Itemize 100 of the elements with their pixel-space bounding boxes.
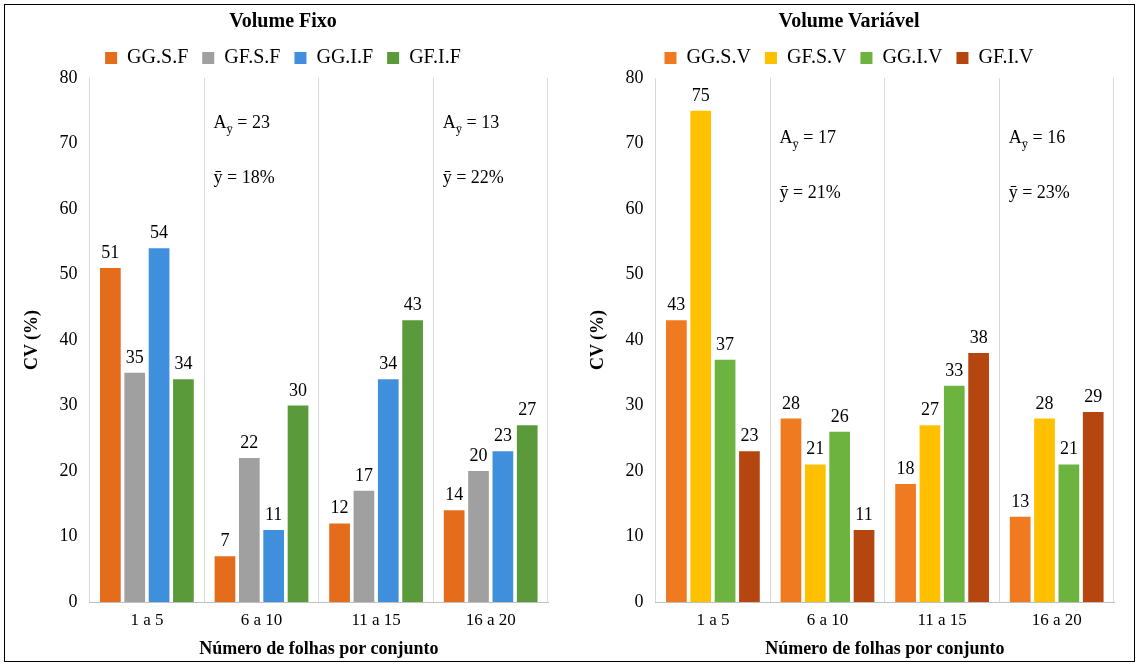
bar	[804, 464, 826, 602]
bar	[148, 248, 170, 602]
y-tick-label: 10	[59, 525, 78, 546]
data-label: 26	[830, 405, 849, 426]
annotation: ȳ = 23%	[1008, 182, 1070, 202]
data-label: 37	[716, 333, 735, 354]
y-tick-label: 60	[625, 197, 644, 218]
bar	[353, 490, 375, 602]
legend-label: GF.I.F	[409, 45, 461, 68]
x-tick-label: 16 a 20	[1031, 609, 1082, 629]
data-label: 28	[781, 392, 800, 413]
bar	[124, 372, 146, 602]
y-tick-label: 40	[59, 328, 78, 349]
annotation: ȳ = 21%	[779, 182, 841, 202]
bar	[214, 556, 236, 602]
data-label: 33	[945, 359, 964, 380]
bar	[690, 110, 712, 602]
bar	[666, 320, 687, 602]
y-tick-label: 60	[59, 197, 78, 218]
data-label: 12	[330, 497, 349, 518]
legend-label: GG.I.V	[882, 45, 944, 68]
bar	[238, 457, 260, 602]
x-tick-label: 1 a 5	[130, 609, 164, 629]
bar	[402, 320, 423, 602]
y-tick-label: 0	[634, 590, 644, 611]
y-tick-label: 70	[625, 132, 644, 153]
x-axis-title: Número de folhas por conjunto	[199, 637, 439, 658]
y-tick-label: 70	[59, 132, 78, 153]
bar	[443, 510, 465, 602]
data-label: 30	[289, 379, 308, 400]
y-axis-title: CV (%)	[587, 309, 609, 371]
y-tick-label: 30	[625, 394, 644, 415]
x-axis-title: Número de folhas por conjunto	[765, 637, 1005, 658]
bar	[780, 418, 802, 602]
bar	[287, 405, 309, 602]
data-label: 43	[667, 294, 686, 315]
legend-label: GG.S.F	[127, 45, 189, 68]
data-label: 23	[740, 425, 759, 446]
y-axis-title: CV (%)	[21, 309, 43, 371]
data-label: 22	[240, 431, 259, 452]
legend-label: GF.I.V	[978, 45, 1035, 68]
data-label: 11	[855, 503, 873, 524]
data-label: 34	[174, 353, 193, 374]
bar	[1082, 412, 1104, 602]
bar	[968, 353, 989, 602]
data-label: 75	[691, 84, 710, 105]
x-tick-label: 11 a 15	[917, 609, 967, 629]
data-label: 51	[101, 241, 120, 262]
data-label: 28	[1035, 392, 1054, 413]
y-tick-label: 50	[625, 263, 644, 284]
bar	[919, 425, 941, 602]
y-tick-label: 0	[68, 590, 78, 611]
bar	[516, 425, 538, 602]
bar	[263, 529, 285, 602]
data-label: 14	[445, 484, 464, 505]
bar	[173, 379, 194, 602]
annotation: ȳ = 22%	[442, 167, 504, 187]
x-tick-label: 6 a 10	[806, 609, 849, 629]
chart-title: Volume Fixo	[229, 9, 337, 32]
bar	[714, 359, 736, 602]
bar	[1058, 464, 1080, 602]
data-label: 21	[1059, 438, 1078, 459]
data-label: 11	[265, 503, 283, 524]
data-label: 38	[969, 327, 988, 348]
legend-label: GF.S.V	[786, 45, 848, 68]
bar	[1009, 516, 1031, 602]
legend-label: GG.I.F	[316, 45, 374, 68]
data-label: 27	[518, 399, 537, 420]
y-tick-label: 50	[59, 263, 78, 284]
y-tick-label: 20	[59, 459, 78, 480]
bar	[377, 379, 399, 602]
data-label: 35	[125, 346, 144, 367]
data-label: 34	[379, 353, 398, 374]
data-label: 43	[403, 294, 422, 315]
data-label: 20	[469, 445, 488, 465]
data-label: 13	[1011, 490, 1030, 511]
y-tick-label: 40	[625, 328, 644, 349]
y-tick-label: 80	[625, 66, 644, 87]
bar	[739, 451, 760, 602]
data-label: 17	[354, 464, 373, 485]
bar	[468, 471, 489, 602]
x-tick-label: 6 a 10	[240, 609, 283, 629]
legend-label: GF.S.F	[224, 45, 281, 68]
y-tick-label: 30	[59, 394, 78, 415]
data-label: 54	[150, 222, 169, 243]
bar	[329, 523, 350, 602]
legend-label: GG.S.V	[686, 45, 752, 68]
bar	[492, 451, 514, 602]
bar	[853, 529, 875, 602]
y-tick-label: 80	[59, 66, 78, 87]
bar	[895, 484, 916, 602]
bar	[1034, 418, 1055, 602]
bar	[100, 267, 121, 602]
data-label: 18	[896, 458, 915, 479]
x-tick-label: 16 a 20	[465, 609, 516, 629]
bar	[829, 431, 851, 602]
x-tick-label: 1 a 5	[696, 609, 730, 629]
y-tick-label: 10	[625, 525, 644, 546]
data-label: 7	[220, 530, 230, 551]
data-label: 29	[1084, 386, 1103, 407]
